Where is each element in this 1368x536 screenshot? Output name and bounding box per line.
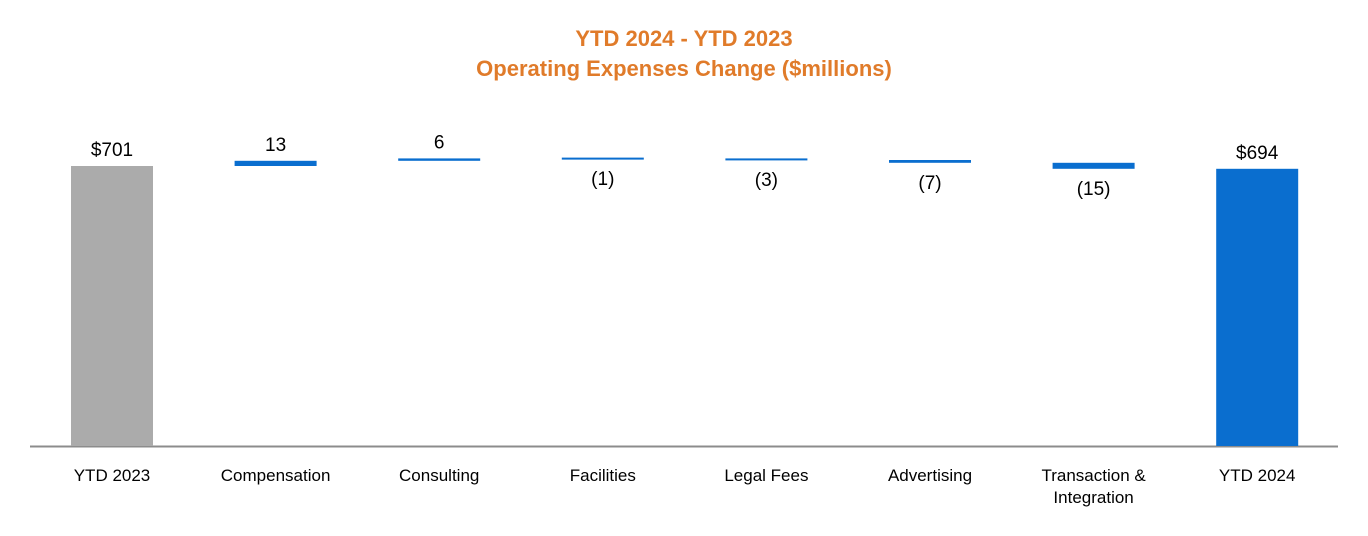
category-label-line: Consulting	[399, 466, 479, 485]
category-label-7: YTD 2024	[1219, 466, 1296, 485]
category-label-3: Facilities	[570, 466, 636, 485]
category-label-line: YTD 2024	[1219, 466, 1296, 485]
category-label-line: YTD 2023	[74, 466, 151, 485]
category-label-line: Facilities	[570, 466, 636, 485]
category-label-line: Legal Fees	[724, 466, 808, 485]
bar-value-label-3: (1)	[591, 169, 614, 190]
bar-6	[1052, 162, 1135, 169]
category-label-5: Advertising	[888, 466, 972, 485]
category-label-1: Compensation	[221, 466, 331, 485]
category-label-6: Transaction & Integration	[1041, 466, 1146, 507]
bar-value-label-6: (15)	[1077, 179, 1111, 200]
bar-value-label-7: $694	[1236, 143, 1279, 164]
category-label-4: Legal Fees	[724, 466, 808, 485]
chart-title-block: YTD 2024 - YTD 2023 Operating Expenses C…	[0, 24, 1368, 84]
bar-value-label-1: 13	[265, 135, 286, 156]
bar-3	[561, 157, 644, 160]
bar-4	[725, 158, 808, 161]
bar-value-label-5: (7)	[918, 173, 941, 194]
bar-1	[234, 160, 317, 166]
category-label-line: Advertising	[888, 466, 972, 485]
chart-subtitle: Operating Expenses Change ($millions)	[476, 56, 892, 81]
bar-value-label-4: (3)	[755, 170, 778, 191]
chart-title: YTD 2024 - YTD 2023	[575, 26, 793, 51]
bar-value-label-0: $701	[91, 140, 133, 161]
bar-2	[398, 158, 481, 161]
category-label-0: YTD 2023	[74, 466, 151, 485]
category-label-line: Integration	[1053, 488, 1133, 507]
bar-value-label-2: 6	[434, 132, 445, 153]
bar-7	[1216, 168, 1299, 446]
category-label-line: Transaction &	[1041, 466, 1146, 485]
bar-0	[71, 166, 153, 446]
category-label-line: Compensation	[221, 466, 331, 485]
bar-5	[889, 160, 971, 163]
category-label-2: Consulting	[399, 466, 479, 485]
